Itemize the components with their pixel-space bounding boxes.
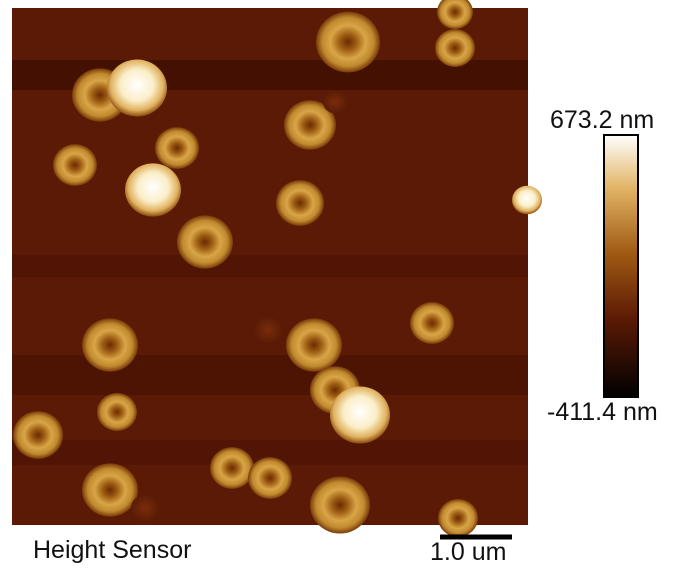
particle	[53, 144, 97, 186]
particle	[286, 318, 342, 372]
particle	[254, 316, 282, 344]
particle	[210, 447, 254, 489]
particle	[435, 29, 475, 67]
particle	[437, 0, 473, 30]
particle	[107, 59, 167, 117]
particle	[82, 318, 138, 372]
scale-bar-label: 1.0 um	[430, 538, 507, 566]
particle	[125, 163, 181, 217]
particle	[82, 463, 138, 517]
colorbar-max: 673.2 nm	[550, 106, 655, 134]
particle	[330, 386, 390, 444]
particle	[177, 215, 233, 269]
colorbar	[603, 134, 639, 398]
particle	[97, 393, 137, 431]
particle	[284, 100, 336, 150]
particle	[438, 499, 478, 537]
particle	[131, 494, 159, 522]
particle	[323, 90, 347, 114]
particle	[512, 185, 542, 215]
particle	[276, 180, 324, 226]
particle	[310, 476, 370, 534]
particle	[316, 11, 380, 73]
colorbar-min: -411.4 nm	[547, 398, 658, 426]
caption: Height Sensor	[33, 536, 192, 564]
particle	[155, 127, 199, 169]
particles	[13, 0, 542, 537]
particle	[248, 457, 292, 499]
particle	[13, 411, 63, 459]
band	[12, 255, 528, 277]
particle	[410, 302, 454, 344]
